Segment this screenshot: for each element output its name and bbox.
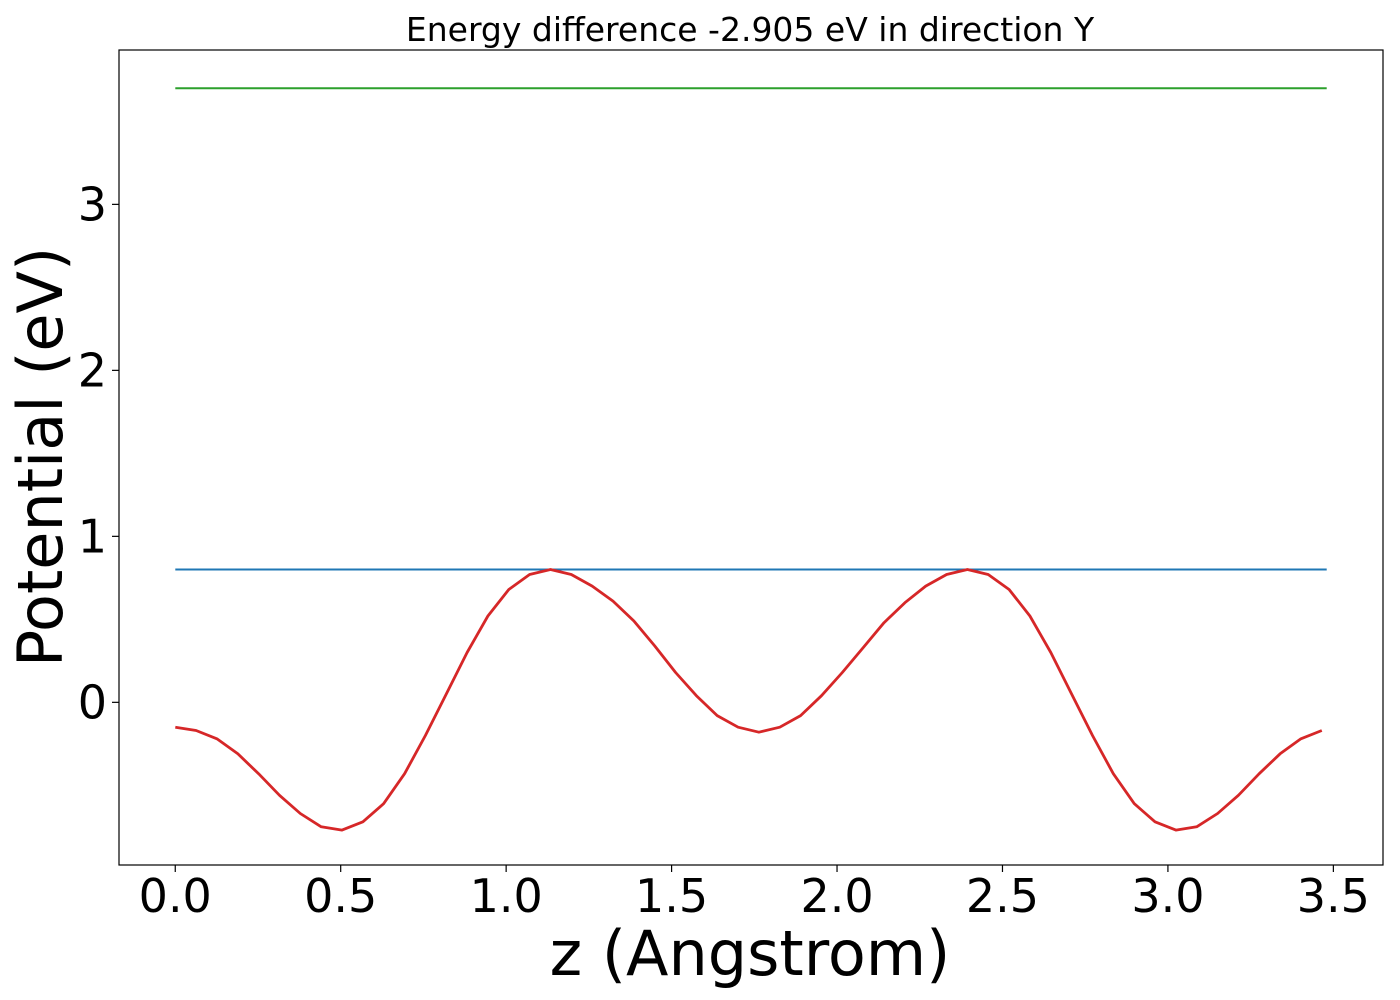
series-line-2 — [175, 568, 1323, 832]
x-tick-label: 2.5 — [966, 869, 1039, 923]
y-tick-label: 3 — [78, 177, 107, 231]
x-tick-label: 0.5 — [304, 869, 377, 923]
x-tick-label: 3.0 — [1131, 869, 1204, 923]
x-tick-label: 3.5 — [1297, 869, 1370, 923]
x-axis-label: z (Angstrom) — [550, 917, 951, 990]
x-axis-ticks: 0.0 0.5 1.0 1.5 2.0 2.5 3.0 3.5 — [139, 865, 1370, 923]
x-tick-label: 1.0 — [470, 869, 543, 923]
x-tick-label: 1.5 — [635, 869, 708, 923]
plot-area — [118, 49, 1384, 866]
y-axis-label: Potential (eV) — [4, 247, 77, 667]
y-axis-ticks: 0 1 2 3 — [78, 177, 119, 729]
y-tick-label: 2 — [78, 343, 107, 397]
y-tick-label: 0 — [78, 675, 107, 729]
x-tick-label: 2.0 — [800, 869, 873, 923]
chart-title: Energy difference -2.905 eV in direction… — [406, 10, 1095, 49]
y-tick-label: 1 — [78, 509, 107, 563]
x-tick-label: 0.0 — [139, 869, 212, 923]
series-layer — [175, 87, 1327, 832]
